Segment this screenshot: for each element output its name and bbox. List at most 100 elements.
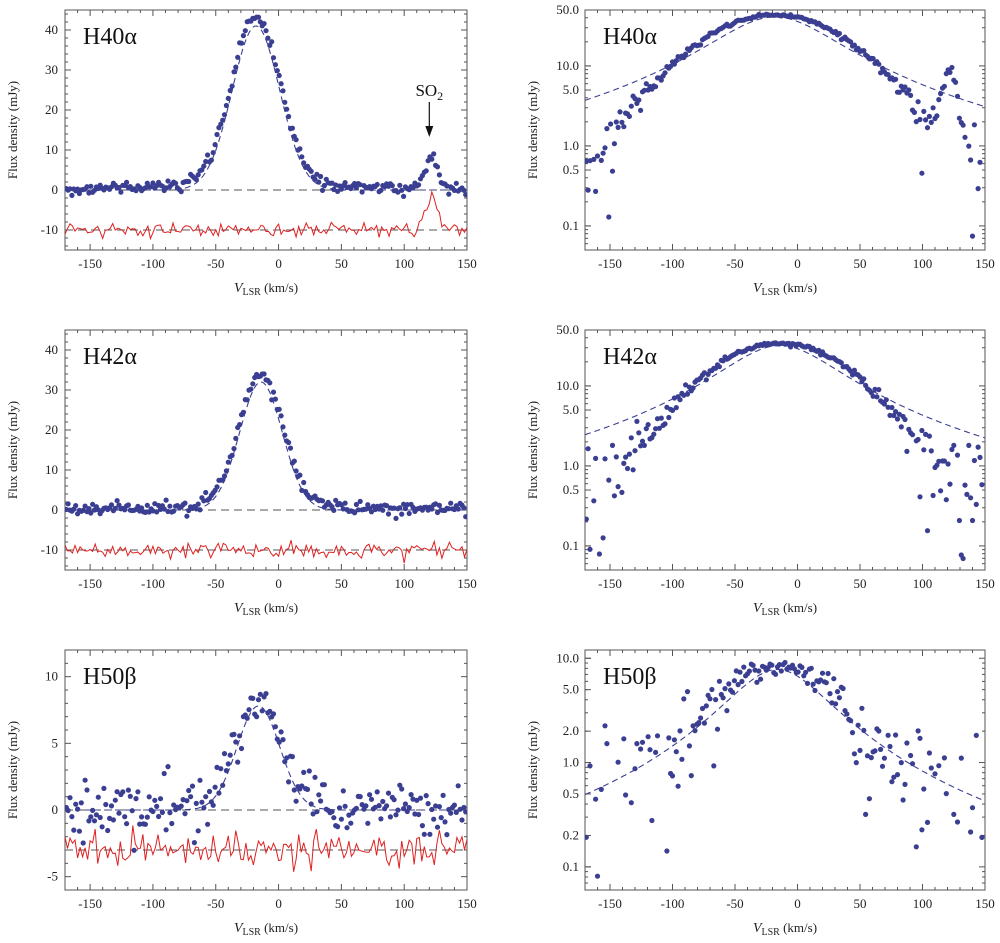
data-point (453, 180, 459, 186)
data-point (308, 168, 314, 174)
data-point (924, 125, 931, 131)
data-point (585, 834, 589, 840)
data-point (679, 756, 685, 762)
data-point (621, 736, 627, 742)
data-point (881, 755, 888, 761)
data-point (310, 811, 316, 817)
data-point (962, 134, 968, 140)
data-point (626, 451, 633, 457)
data-point (915, 99, 921, 105)
data-point (184, 513, 190, 519)
data-point (304, 786, 311, 793)
data-point (461, 804, 467, 811)
data-point (235, 54, 241, 60)
data-point (108, 502, 115, 508)
data-point (692, 728, 698, 734)
x-tick-label: 50 (854, 896, 867, 911)
data-point (316, 792, 322, 798)
data-point (615, 759, 621, 765)
data-point (270, 55, 277, 61)
data-point (401, 193, 407, 199)
data-point (335, 188, 341, 194)
x-tick-label: 50 (854, 576, 867, 591)
data-point (380, 798, 386, 805)
data-point (197, 507, 203, 513)
data-point (606, 477, 612, 483)
data-point (442, 819, 448, 825)
y-tick-label: 0.2 (563, 827, 579, 842)
data-point (282, 432, 288, 438)
data-point (593, 455, 599, 461)
data-point (819, 670, 826, 676)
data-point (286, 779, 292, 785)
data-point (221, 112, 228, 118)
data-point (666, 414, 672, 421)
data-point (250, 695, 256, 702)
data-point (240, 409, 246, 415)
x-tick-label: 0 (794, 576, 801, 591)
data-point (206, 788, 213, 795)
data-point (165, 178, 171, 184)
data-point (703, 703, 709, 709)
data-point (896, 89, 903, 95)
data-point (908, 752, 914, 759)
data-point (893, 76, 899, 82)
data-point (677, 397, 683, 403)
data-point (726, 681, 732, 687)
data-point (182, 500, 188, 506)
data-point (67, 186, 73, 192)
data-point (756, 668, 762, 674)
data-point (947, 481, 953, 487)
data-point (602, 723, 608, 729)
y-tick-label: 0 (52, 802, 59, 817)
data-point (318, 798, 324, 804)
data-point (165, 508, 171, 515)
data-point (971, 122, 978, 128)
data-point (197, 777, 203, 783)
data-point (645, 734, 651, 740)
data-point (593, 188, 599, 194)
x-tick-label: -150 (78, 256, 102, 271)
data-point (357, 498, 363, 504)
data-point (244, 715, 250, 721)
data-point (624, 465, 631, 472)
data-point (144, 502, 150, 508)
y-tick-label: 0 (52, 502, 59, 517)
data-point (125, 502, 131, 508)
x-tick-label: -50 (726, 576, 743, 591)
data-point (95, 794, 101, 800)
data-point (874, 394, 880, 400)
data-point (195, 828, 201, 834)
data-point (833, 701, 839, 707)
data-point (220, 477, 226, 483)
y-tick-label: 20 (45, 102, 58, 117)
data-point (630, 467, 636, 473)
data-point (387, 814, 393, 820)
data-point (857, 747, 863, 754)
data-point (301, 769, 307, 776)
data-point (966, 442, 972, 448)
data-point (626, 113, 633, 119)
data-point (318, 173, 324, 180)
data-point (99, 824, 105, 830)
data-point (429, 156, 435, 162)
data-point (653, 749, 659, 756)
data-point (255, 697, 262, 703)
data-point (359, 189, 365, 195)
data-point (639, 438, 646, 444)
data-point (885, 72, 891, 78)
data-point (924, 819, 931, 826)
data-point (385, 511, 392, 517)
data-point (591, 498, 597, 504)
data-point (699, 705, 706, 712)
data-point (613, 454, 619, 460)
data-point (203, 794, 209, 800)
data-point (280, 88, 286, 94)
x-tick-label: -100 (141, 256, 165, 271)
data-point (167, 503, 173, 509)
y-tick-label: 1.0 (563, 458, 579, 473)
data-point (250, 381, 256, 387)
data-point (404, 502, 410, 508)
data-point (312, 176, 318, 182)
